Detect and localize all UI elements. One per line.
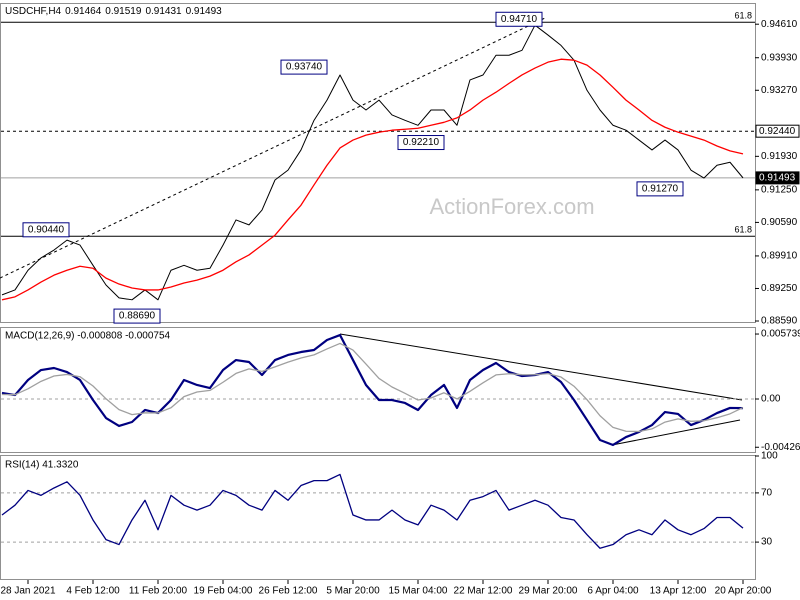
price-pane-frame	[0, 3, 756, 323]
y-tick-label: 0.91930	[761, 151, 798, 162]
y-tick-label: 0.00	[761, 394, 781, 405]
x-tick-label: 5 Mar 20:00	[326, 586, 380, 597]
annotation-box	[22, 222, 70, 238]
y-tick-label: 0.005739	[761, 329, 800, 340]
series-line	[1, 24, 744, 301]
symbol: USDCHF,H4	[5, 6, 62, 17]
y-tick-label: 0.94610	[761, 19, 798, 30]
y-tick-label: 70	[761, 488, 773, 499]
x-tick-label: 4 Feb 12:00	[66, 586, 120, 597]
series-line	[1, 342, 744, 433]
annotation-label: 0.94710	[501, 14, 538, 25]
macd-pane-frame	[0, 327, 756, 453]
price-label-box	[755, 124, 800, 138]
ohlc-value: 0.91464	[65, 6, 102, 17]
trend-line	[611, 419, 741, 446]
y-tick-label: 0.89250	[761, 283, 798, 294]
annotation-label: 0.92210	[403, 137, 440, 148]
x-tick-label: 22 Mar 12:00	[454, 586, 513, 597]
level-label: 61.8	[734, 225, 752, 235]
pane-title: RSI(14) 41.3320	[5, 460, 79, 471]
annotation-label: 0.93740	[286, 62, 323, 73]
trend-line	[339, 333, 743, 401]
ohlc-value: 0.91519	[105, 6, 142, 17]
ohlc-value: 0.91431	[145, 6, 182, 17]
series-line	[1, 473, 744, 549]
price-label: 0.91493	[759, 173, 796, 184]
y-tick-label: 100	[761, 451, 778, 462]
trend-line	[0, 17, 546, 279]
annotation-label: 0.90440	[28, 224, 65, 235]
price-label-box	[755, 171, 800, 185]
pane-title: MACD(12,26,9) -0.000808 -0.000754	[5, 331, 171, 342]
y-tick-label: 0.93930	[761, 52, 798, 63]
annotation-box	[280, 59, 328, 75]
level-label: 61.8	[734, 11, 752, 21]
annotation-box	[636, 181, 684, 197]
ohlc-value: 0.91493	[186, 6, 223, 17]
y-tick-label: 0.88590	[761, 316, 798, 327]
annotation-box	[397, 135, 445, 151]
y-tick-label: -0.004261	[761, 442, 800, 453]
y-tick-label: 0.90590	[761, 217, 798, 228]
x-tick-label: 20 Apr 20:00	[715, 586, 772, 597]
x-tick-label: 11 Feb 20:00	[129, 586, 188, 597]
x-tick-label: 29 Mar 20:00	[519, 586, 578, 597]
x-tick-label: 6 Apr 04:00	[587, 586, 639, 597]
rsi-pane-frame	[0, 455, 756, 580]
x-tick-label: 15 Mar 04:00	[389, 586, 448, 597]
y-tick-label: 0.93270	[761, 85, 798, 96]
annotation-label: 0.88690	[119, 311, 156, 322]
y-tick-label: 30	[761, 537, 773, 548]
chart-title: USDCHF,H4 0.91464 0.91519 0.91431 0.91493	[5, 6, 222, 17]
x-tick-label: 13 Apr 12:00	[650, 586, 707, 597]
annotation-label: 0.91270	[642, 184, 679, 195]
y-tick-label: 0.89910	[761, 251, 798, 262]
watermark: ActionForex.com	[429, 194, 594, 219]
series-line	[1, 58, 744, 301]
series-line	[1, 333, 744, 447]
x-tick-label: 28 Jan 2021	[0, 586, 55, 597]
annotation-box	[113, 308, 161, 324]
annotation-box	[495, 11, 543, 27]
y-tick-label: 0.91250	[761, 185, 798, 196]
price-label: 0.92440	[759, 126, 796, 137]
x-tick-label: 19 Feb 04:00	[194, 586, 253, 597]
x-tick-label: 26 Feb 12:00	[259, 586, 318, 597]
